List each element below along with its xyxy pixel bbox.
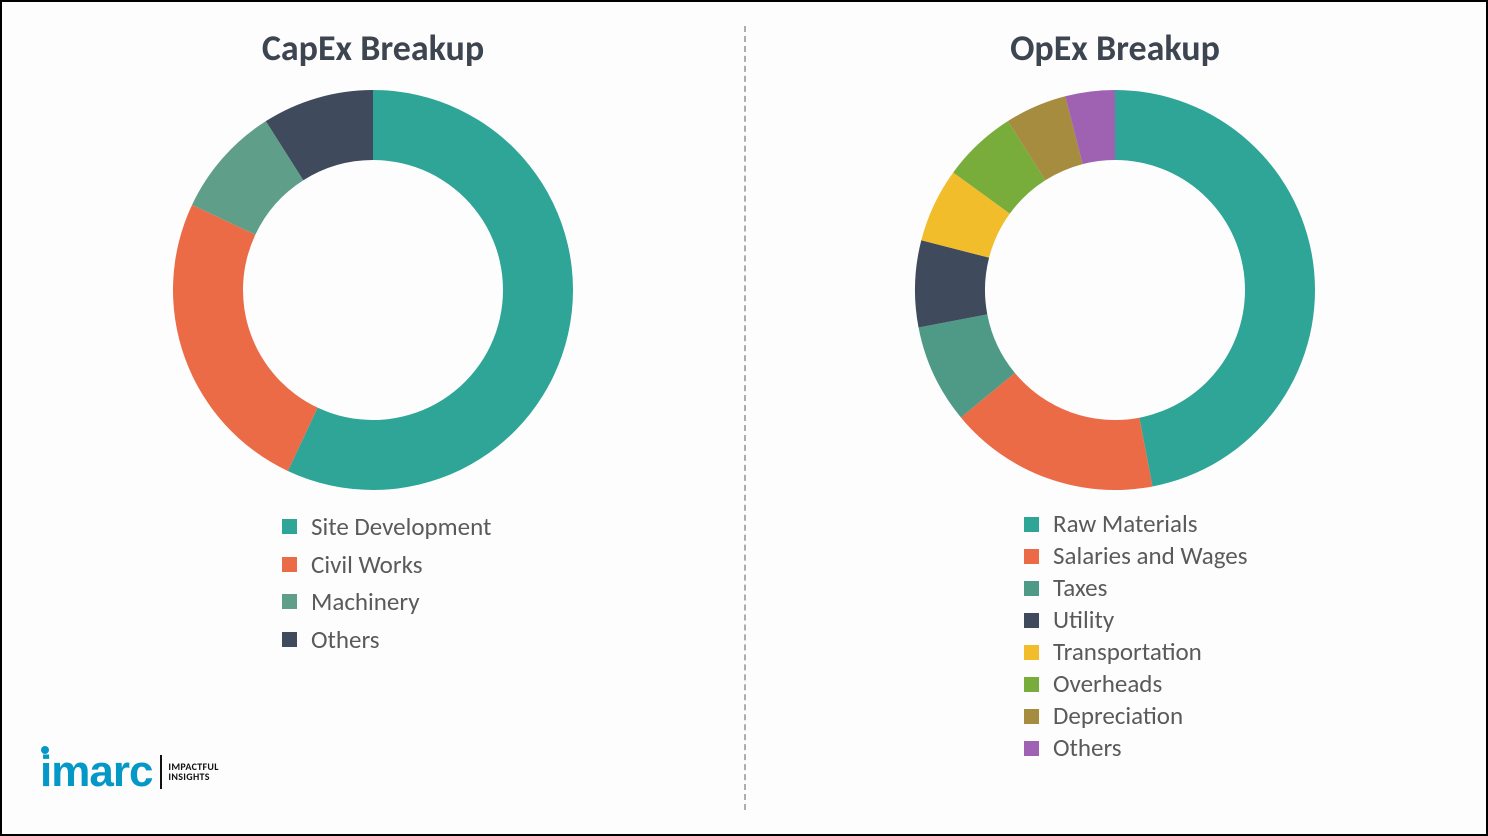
chart-frame: CapEx Breakup Site DevelopmentCivil Work… xyxy=(0,0,1488,836)
donut-slice xyxy=(1115,90,1315,486)
legend-swatch xyxy=(1024,709,1039,724)
brand-dot-icon xyxy=(41,746,49,754)
legend-label: Depreciation xyxy=(1053,700,1183,732)
opex-panel: OpEx Breakup Raw MaterialsSalaries and W… xyxy=(744,2,1486,834)
legend-item: Overheads xyxy=(1024,668,1248,700)
legend-swatch xyxy=(282,557,297,572)
legend-swatch xyxy=(282,632,297,647)
legend-swatch xyxy=(1024,645,1039,660)
legend-swatch xyxy=(1024,581,1039,596)
legend-item: Utility xyxy=(1024,604,1248,636)
brand-logo: imarc IMPACTFUL INSIGHTS xyxy=(40,750,219,794)
brand-separator xyxy=(160,755,162,789)
legend-swatch xyxy=(1024,677,1039,692)
legend-item: Salaries and Wages xyxy=(1024,540,1248,572)
legend-swatch xyxy=(1024,549,1039,564)
donut-slice xyxy=(173,205,318,471)
opex-legend: Raw MaterialsSalaries and WagesTaxesUtil… xyxy=(1024,508,1248,764)
legend-label: Civil Works xyxy=(311,546,423,584)
brand-text: imarc xyxy=(40,747,152,796)
legend-swatch xyxy=(1024,741,1039,756)
legend-label: Salaries and Wages xyxy=(1053,540,1248,572)
legend-label: Others xyxy=(311,621,380,659)
legend-item: Others xyxy=(282,621,491,659)
brand-wordmark: imarc xyxy=(40,750,152,794)
capex-legend: Site DevelopmentCivil WorksMachineryOthe… xyxy=(282,508,491,658)
capex-title: CapEx Breakup xyxy=(262,26,484,70)
legend-label: Overheads xyxy=(1053,668,1162,700)
brand-tagline-line2: INSIGHTS xyxy=(168,772,218,783)
legend-label: Others xyxy=(1053,732,1122,764)
opex-title: OpEx Breakup xyxy=(1010,26,1220,70)
legend-item: Others xyxy=(1024,732,1248,764)
capex-panel: CapEx Breakup Site DevelopmentCivil Work… xyxy=(2,2,744,834)
opex-donut xyxy=(905,80,1325,500)
legend-label: Transportation xyxy=(1053,636,1202,668)
legend-item: Taxes xyxy=(1024,572,1248,604)
legend-label: Raw Materials xyxy=(1053,508,1198,540)
legend-item: Raw Materials xyxy=(1024,508,1248,540)
legend-label: Taxes xyxy=(1053,572,1107,604)
legend-label: Site Development xyxy=(311,508,491,546)
legend-label: Utility xyxy=(1053,604,1114,636)
legend-swatch xyxy=(1024,517,1039,532)
legend-swatch xyxy=(282,594,297,609)
capex-donut xyxy=(163,80,583,500)
legend-label: Machinery xyxy=(311,583,420,621)
legend-swatch xyxy=(282,519,297,534)
legend-item: Machinery xyxy=(282,583,491,621)
legend-item: Depreciation xyxy=(1024,700,1248,732)
legend-item: Civil Works xyxy=(282,546,491,584)
brand-tagline: IMPACTFUL INSIGHTS xyxy=(168,762,218,783)
legend-item: Site Development xyxy=(282,508,491,546)
legend-swatch xyxy=(1024,613,1039,628)
legend-item: Transportation xyxy=(1024,636,1248,668)
